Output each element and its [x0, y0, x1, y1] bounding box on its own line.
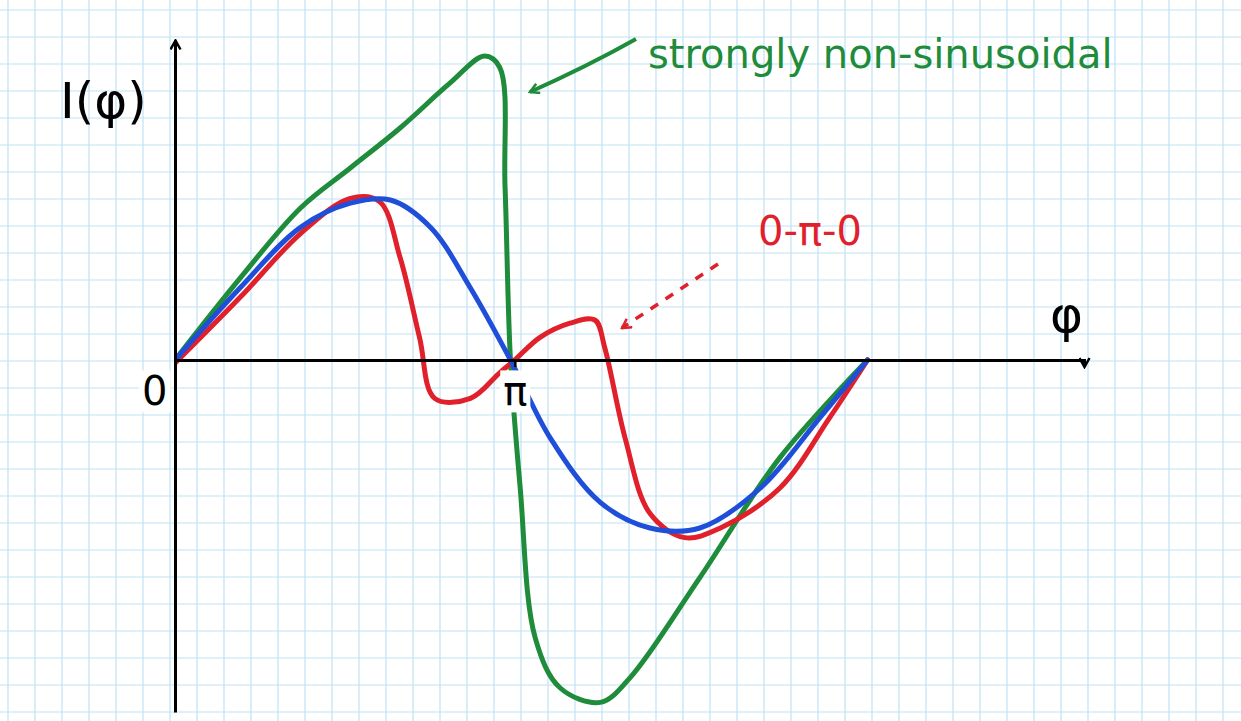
- paper-line: [0, 198, 1241, 199]
- paper-line: [0, 252, 1241, 253]
- annotation-arrow: [622, 264, 718, 328]
- paper-line: [0, 657, 1241, 658]
- x-tick: 0: [139, 360, 175, 414]
- series-line: [175, 198, 868, 531]
- paper-line: [0, 144, 1241, 145]
- paper-line: [0, 603, 1241, 604]
- x-tick: π: [500, 360, 530, 414]
- x-tick-label: π: [503, 368, 527, 414]
- paper-grid: [0, 0, 1241, 721]
- paper-line: [0, 576, 1241, 577]
- paper-line: [0, 387, 1241, 388]
- y-axis-title: I(φ): [60, 72, 147, 130]
- paper-line: [0, 90, 1241, 91]
- paper-line: [0, 171, 1241, 172]
- paper-line: [0, 711, 1241, 712]
- paper-line: [0, 441, 1241, 442]
- x-axis-line: [176, 361, 1085, 368]
- x-tick-label: 0: [142, 368, 167, 414]
- paper-line: [0, 117, 1241, 118]
- paper-line: [0, 549, 1241, 550]
- background: [0, 0, 1241, 721]
- paper-line: [0, 495, 1241, 496]
- series-line: [175, 56, 868, 703]
- annotation-arrow: [530, 39, 636, 92]
- y-axis: [175, 41, 176, 713]
- lines: [175, 56, 868, 703]
- paper-line: [0, 468, 1241, 469]
- x-axis: 0π: [139, 360, 1084, 414]
- paper-line: [0, 279, 1241, 280]
- paper-line: [0, 225, 1241, 226]
- paper-line: [0, 630, 1241, 631]
- annotation: 0-π-0: [758, 208, 862, 254]
- paper-line: [0, 9, 1241, 10]
- annotation: strongly non-sinusoidal: [648, 31, 1113, 77]
- series-line: [175, 197, 868, 538]
- x-axis-title: φ: [1050, 286, 1083, 344]
- y-axis-line: [174, 41, 177, 713]
- x-tick-mark: [514, 360, 517, 367]
- paper-line: [0, 522, 1241, 523]
- chart: 0πI(φ)φstrongly non-sinusoidal0-π-0: [0, 0, 1241, 721]
